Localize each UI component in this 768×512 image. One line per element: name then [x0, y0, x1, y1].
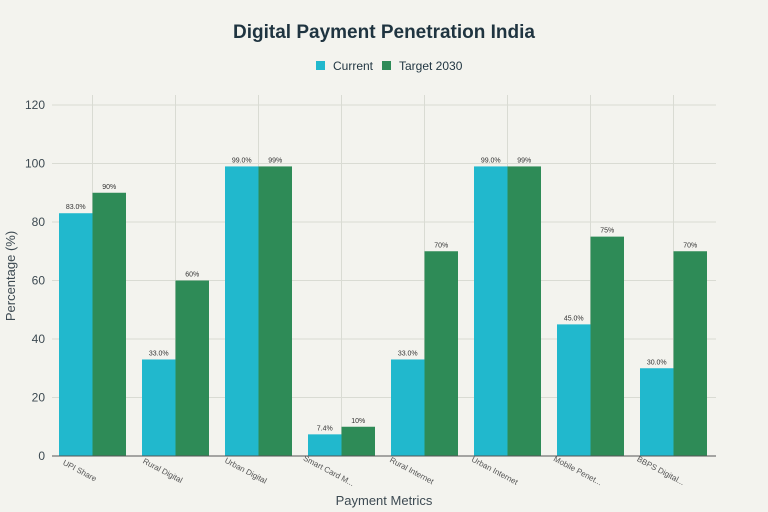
legend-swatch-0: [316, 61, 325, 70]
y-tick-label-1: 20: [32, 391, 46, 405]
bar-0-4: [391, 359, 425, 456]
bar-0-2: [225, 166, 259, 457]
bar-1-4: [424, 251, 458, 456]
bar-1-7: [673, 251, 707, 456]
bars: [59, 166, 707, 457]
data-labels: 83.0% 33.0% 99.0% 7.4% 33.0% 99.0% 45.0% 30.0% 9…: [66, 157, 697, 432]
y-tick-label-4: 80: [32, 215, 46, 229]
x-category-label-7: BBPS Digital...: [635, 455, 686, 488]
x-category-label-0: UPI Share: [61, 458, 98, 484]
y-axis-title: Percentage (%): [3, 231, 18, 321]
legend-label-0: Current: [333, 59, 374, 73]
x-axis-categories: UPI Share Rural Digital Urban Digital Smart…: [61, 454, 686, 488]
data-label-1-5: 99%: [517, 157, 531, 164]
data-label-0-0: 83.0%: [66, 204, 86, 211]
bar-1-3: [341, 426, 375, 456]
data-label-1-4: 70%: [434, 242, 448, 249]
x-category-label-4: Rural Internet: [388, 455, 436, 486]
data-label-1-1: 60%: [185, 272, 199, 279]
data-label-1-3: 10%: [351, 418, 365, 425]
chart-title: Digital Payment Penetration India: [233, 22, 535, 43]
bar-0-3: [308, 434, 342, 456]
legend-label-1: Target 2030: [399, 59, 463, 73]
y-tick-label-6: 120: [25, 98, 45, 112]
data-label-0-7: 30.0%: [647, 359, 667, 366]
bar-1-5: [507, 166, 541, 457]
data-label-0-4: 33.0%: [398, 350, 418, 357]
data-label-1-7: 70%: [683, 242, 697, 249]
legend: Current Target 2030: [316, 59, 463, 73]
x-category-label-3: Smart Card M...: [302, 454, 356, 488]
bar-0-7: [640, 368, 674, 456]
bar-0-5: [474, 166, 508, 457]
data-label-1-6: 75%: [600, 228, 614, 235]
data-label-1-0: 90%: [102, 184, 116, 191]
bar-0-6: [557, 324, 591, 456]
x-category-label-5: Urban Internet: [470, 455, 520, 487]
bar-0-1: [142, 359, 176, 456]
data-label-1-2: 99%: [268, 157, 282, 164]
bar-1-6: [590, 236, 624, 456]
bar-1-0: [92, 192, 126, 456]
y-tick-label-3: 60: [32, 274, 46, 288]
y-axis-ticks: 0 20 40 60 80 100 120: [25, 98, 45, 463]
y-tick-label-5: 100: [25, 157, 45, 171]
x-category-label-6: Mobile Penet...: [552, 454, 603, 487]
bar-1-1: [175, 280, 209, 456]
data-label-0-6: 45.0%: [564, 315, 584, 322]
bar-1-2: [258, 166, 292, 457]
bar-0-0: [59, 213, 93, 456]
data-label-0-2: 99.0%: [232, 157, 252, 164]
data-label-0-3: 7.4%: [317, 425, 333, 432]
x-axis-title: Payment Metrics: [336, 493, 433, 508]
x-category-label-1: Rural Digital: [141, 457, 184, 486]
data-label-0-1: 33.0%: [149, 350, 169, 357]
y-tick-label-0: 0: [38, 449, 45, 463]
x-category-label-2: Urban Digital: [223, 456, 268, 486]
legend-swatch-1: [382, 61, 391, 70]
data-label-0-5: 99.0%: [481, 157, 501, 164]
y-tick-label-2: 40: [32, 332, 46, 346]
